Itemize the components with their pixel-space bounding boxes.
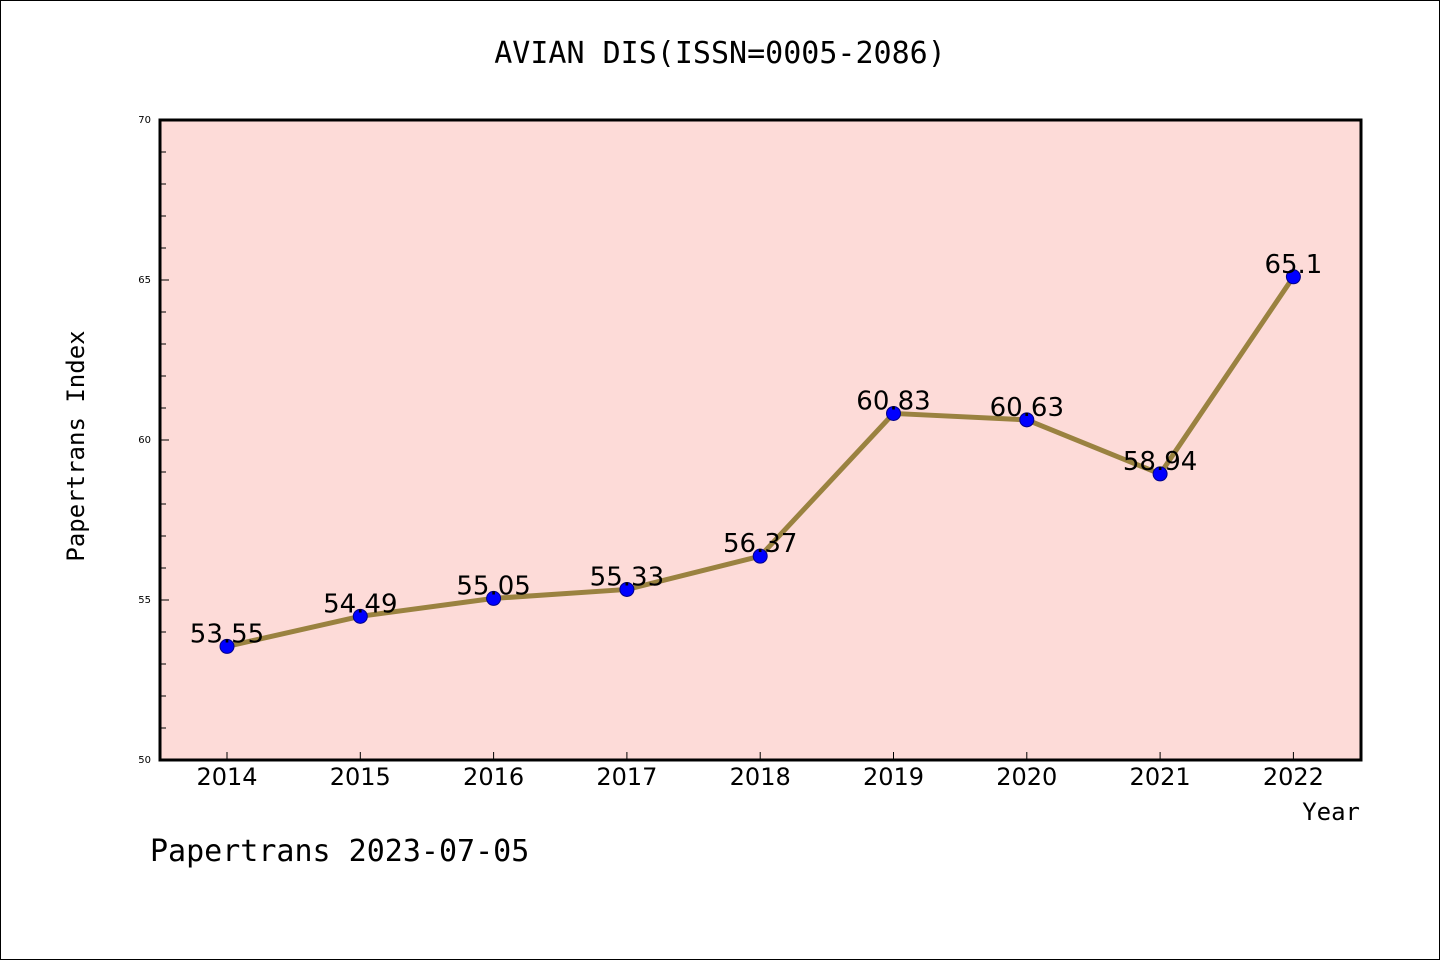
y-tick-label: 65 xyxy=(138,275,151,286)
data-label: 54.49 xyxy=(323,589,397,619)
x-tick-label: 2015 xyxy=(330,763,391,791)
data-label: 53.55 xyxy=(190,619,264,649)
y-tick-label: 70 xyxy=(138,115,151,126)
data-label: 55.33 xyxy=(590,562,664,592)
data-point xyxy=(1152,466,1168,482)
plot-area xyxy=(158,118,1363,762)
footer-text: Papertrans 2023-07-05 xyxy=(150,834,530,869)
data-point xyxy=(619,581,635,597)
x-tick-label: 2016 xyxy=(463,763,524,791)
data-point xyxy=(352,608,368,624)
x-tick-label: 2014 xyxy=(196,763,257,791)
chart-title: AVIAN DIS(ISSN=0005-2086) xyxy=(494,36,946,71)
data-label: 56.37 xyxy=(723,529,797,559)
y-tick-label: 50 xyxy=(138,755,151,766)
x-tick-label: 2018 xyxy=(730,763,791,791)
data-point xyxy=(1285,269,1301,285)
x-tick-label: 2021 xyxy=(1130,763,1191,791)
data-point xyxy=(1019,412,1035,428)
x-axis-title: Year xyxy=(1302,798,1360,826)
x-tick-label: 2022 xyxy=(1263,763,1324,791)
data-label: 65.1 xyxy=(1264,250,1322,280)
data-label: 60.83 xyxy=(856,386,930,416)
data-point xyxy=(486,590,502,606)
data-label: 55.05 xyxy=(456,571,530,601)
data-label: 60.63 xyxy=(990,393,1064,423)
y-tick-label: 60 xyxy=(138,435,151,446)
data-label: 58.94 xyxy=(1123,447,1197,477)
data-point xyxy=(219,638,235,654)
x-tick-label: 2020 xyxy=(996,763,1057,791)
data-point xyxy=(752,548,768,564)
y-tick-label: 55 xyxy=(138,595,151,606)
x-tick-label: 2017 xyxy=(596,763,657,791)
x-tick-label: 2019 xyxy=(863,763,924,791)
data-point xyxy=(886,405,901,421)
